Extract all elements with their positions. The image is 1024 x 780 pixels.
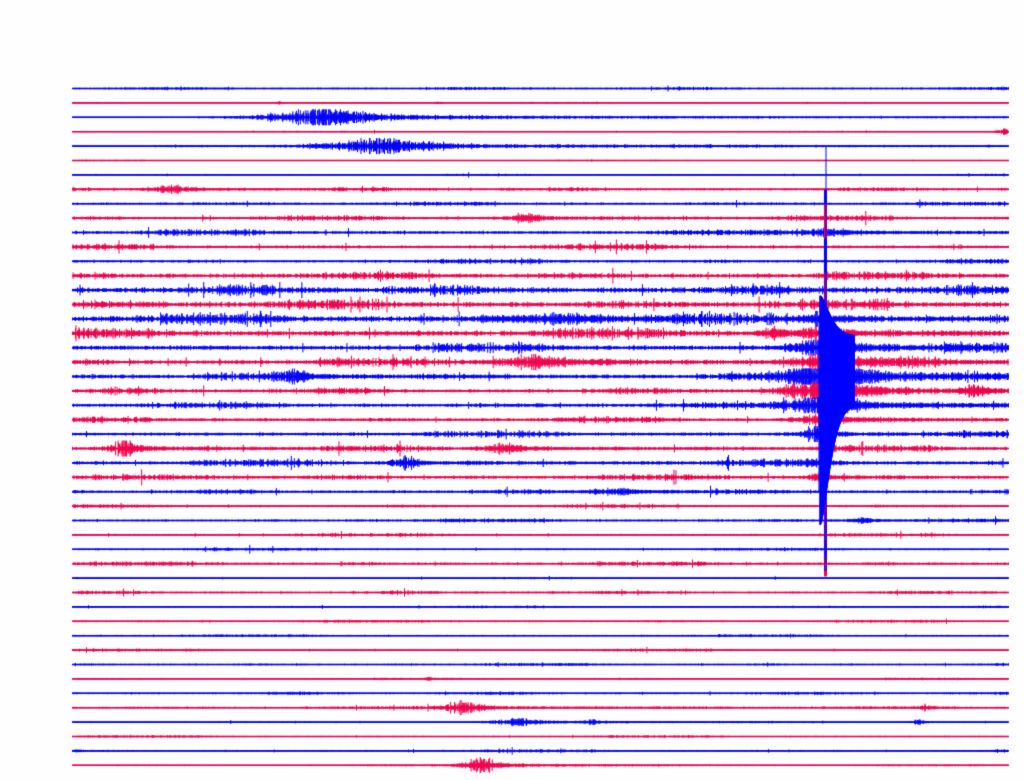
helicorder-view: HL Rodopi 2023-05-11 Applied filter: WWS…: [0, 0, 1024, 780]
seismogram-traces: [0, 0, 1024, 780]
